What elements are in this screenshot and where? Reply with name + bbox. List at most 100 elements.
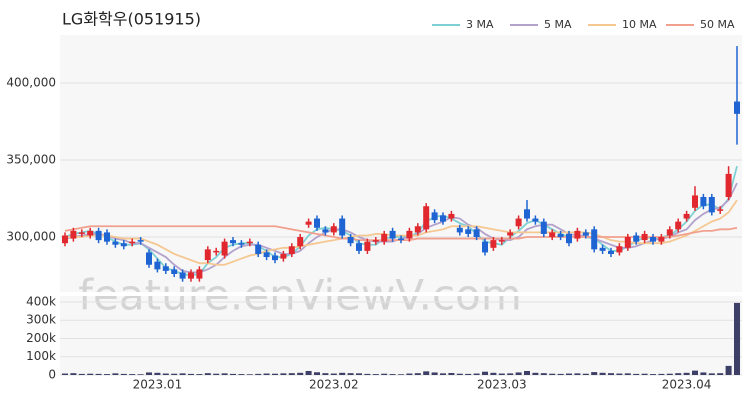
volume-bar (112, 373, 119, 375)
candle-body (314, 218, 320, 228)
volume-bar (196, 374, 203, 375)
volume-bar (154, 372, 161, 375)
volume-bar (389, 374, 396, 375)
volume-bar (171, 373, 178, 375)
candle-body (633, 235, 640, 242)
candle-body (188, 272, 194, 279)
volume-bar (322, 373, 329, 375)
candle-body (734, 101, 740, 114)
volume-bar (557, 373, 564, 375)
volume-bar (658, 373, 665, 375)
candle-body (322, 229, 329, 233)
y-tick-label: 200k (26, 331, 56, 345)
volume-bar (188, 373, 194, 375)
candle-body (381, 233, 388, 242)
x-tick-label: 2023.02 (309, 378, 359, 392)
volume-bar (129, 374, 136, 375)
candle-body (456, 227, 463, 233)
volume-bar (473, 373, 480, 375)
plot-background (60, 35, 742, 375)
candle-body (87, 230, 94, 236)
volume-bar (515, 372, 522, 375)
candle-body (146, 252, 152, 265)
candle-body (372, 240, 379, 242)
candle-body (641, 233, 648, 241)
candle-body (465, 229, 472, 234)
legend-label: 10 MA (622, 18, 657, 31)
volume-bar (95, 373, 102, 375)
volume-bar (314, 372, 320, 375)
volume-bar (423, 371, 430, 375)
volume-bar (398, 374, 404, 375)
candle-body (549, 232, 556, 238)
candle-body (431, 212, 438, 221)
volume-bar (246, 374, 253, 375)
y-tick-label: 400,000 (6, 76, 56, 90)
volume-bar (566, 373, 572, 375)
volume-bar (725, 365, 732, 375)
volume-bar (70, 373, 77, 375)
candle-body (406, 230, 413, 239)
candle-body (574, 230, 581, 239)
candle-body (297, 237, 304, 247)
volume-bar (717, 373, 724, 375)
volume-bar (641, 373, 648, 375)
volume-bar (599, 372, 606, 375)
candle-body (179, 272, 186, 279)
candle-body (482, 241, 488, 253)
volume-bar (213, 373, 220, 375)
candle-body (708, 196, 715, 213)
volume-bar (540, 373, 547, 375)
candle-body (62, 235, 68, 244)
volume-bar (406, 373, 413, 375)
volume-bar (524, 370, 530, 375)
candle-body (272, 255, 278, 261)
volume-bar (624, 373, 631, 375)
x-tick-label: 2023.03 (477, 378, 527, 392)
volume-bar (179, 373, 186, 375)
candle-body (650, 237, 656, 242)
candle-body (440, 215, 446, 222)
candle-body (112, 241, 119, 245)
volume-bar (608, 373, 614, 375)
volume-bar (104, 374, 110, 375)
candle-body (347, 237, 354, 244)
candle-body (414, 226, 421, 233)
candle-body (263, 252, 270, 258)
volume-bar (364, 373, 371, 375)
volume-bar (456, 373, 463, 375)
candle-body (95, 230, 102, 241)
candle-body (171, 269, 178, 274)
candle-body (230, 240, 236, 244)
candle-body (255, 244, 262, 254)
candle-body (154, 261, 161, 270)
candle-body (398, 238, 404, 241)
volume-bar (330, 373, 337, 375)
volume-bar (633, 373, 640, 375)
volume-bar (78, 373, 85, 375)
legend-label: 3 MA (466, 18, 494, 31)
volume-bar (372, 374, 379, 375)
candle-body (591, 229, 598, 250)
candle-body (137, 240, 144, 242)
volume-bar (162, 373, 169, 375)
volume-bar (381, 373, 388, 375)
volume-bar (498, 373, 505, 375)
candle-body (624, 237, 631, 248)
volume-bar (414, 373, 421, 375)
volume-bar (549, 373, 556, 375)
legend-label: 50 MA (700, 18, 735, 31)
volume-bar (356, 373, 362, 375)
candle-body (104, 232, 110, 242)
candle-body (490, 240, 497, 248)
candle-body (616, 246, 623, 253)
candle-body (507, 232, 514, 236)
volume-bar (440, 373, 446, 375)
volume-bar (221, 373, 228, 375)
volume-bar (230, 373, 236, 375)
volume-bar (288, 373, 295, 375)
candle-body (692, 195, 698, 208)
volume-bar (431, 372, 438, 375)
volume-bar (574, 373, 581, 375)
